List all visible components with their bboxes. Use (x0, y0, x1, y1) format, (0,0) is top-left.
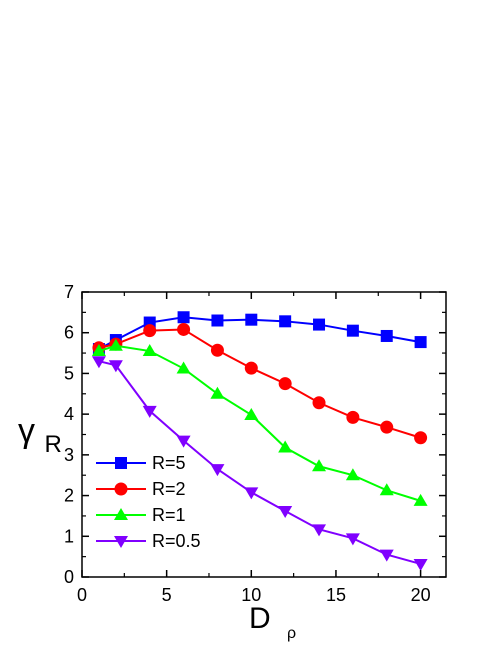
legend-marker (114, 536, 128, 548)
data-point (278, 377, 292, 391)
data-point (313, 318, 326, 331)
x-tick-label: 0 (77, 585, 87, 605)
y-tick-label: 2 (64, 486, 74, 506)
data-point (379, 549, 394, 562)
data-point (312, 396, 326, 410)
legend-marker (114, 482, 128, 496)
series-3 (91, 356, 428, 571)
data-point (108, 338, 123, 351)
y-tick-label: 4 (64, 404, 74, 424)
data-point (345, 533, 360, 546)
legend-label: R=1 (152, 505, 186, 525)
legend-item: R=1 (96, 505, 186, 525)
x-tick-label: 15 (326, 585, 346, 605)
legend-label: R=0.5 (152, 531, 201, 551)
legend-item: R=5 (96, 453, 186, 473)
x-axis-title-main: D (249, 602, 271, 635)
x-tick-label: 10 (241, 585, 261, 605)
data-point (380, 329, 393, 342)
y-tick-label: 7 (64, 282, 74, 302)
data-point (413, 558, 428, 571)
data-point (176, 435, 191, 448)
data-point (142, 344, 157, 357)
legend-label: R=2 (152, 479, 186, 499)
data-point (177, 322, 191, 336)
data-point (312, 524, 327, 537)
data-point (177, 311, 190, 324)
data-point (312, 459, 327, 472)
y-axis: 0 1 2 3 4 5 6 7 (64, 282, 446, 587)
legend-marker (115, 457, 127, 469)
legend-marker (114, 508, 128, 520)
y-axis-title-main: γ (18, 412, 35, 450)
data-point (142, 405, 157, 418)
data-point (346, 410, 360, 424)
y-tick-label: 0 (64, 567, 74, 587)
y-axis-title-sub: R (44, 431, 61, 458)
data-point (413, 493, 428, 506)
data-point (278, 506, 293, 519)
data-point (245, 313, 258, 326)
data-point (244, 407, 259, 420)
series-line (98, 328, 421, 439)
data-point (176, 361, 191, 374)
series-2 (91, 338, 428, 506)
data-point (345, 468, 360, 481)
data-point (414, 431, 428, 445)
y-tick-label: 1 (64, 526, 74, 546)
legend: R=5 R=2 R=1 R=0.5 (96, 453, 201, 551)
y-axis-title: γ R (18, 412, 62, 458)
data-point (91, 356, 106, 369)
data-point (279, 315, 292, 328)
y-tick-label: 3 (64, 445, 74, 465)
y-tick-label: 5 (64, 363, 74, 383)
data-point (244, 487, 259, 500)
legend-label: R=5 (152, 453, 186, 473)
series-1 (92, 322, 428, 445)
data-point (244, 361, 258, 375)
data-point (346, 324, 359, 337)
data-point (210, 343, 224, 357)
data-point (211, 314, 224, 327)
legend-item: R=2 (96, 479, 186, 499)
data-point (91, 344, 106, 357)
series-layer (91, 311, 428, 571)
data-point (210, 386, 225, 399)
x-tick-label: 5 (162, 585, 172, 605)
x-axis-title-sub: ρ (287, 625, 296, 642)
data-point (143, 324, 157, 338)
x-axis: 0 5 10 15 20 (77, 292, 431, 605)
data-point (108, 360, 123, 373)
data-point (278, 440, 293, 453)
y-tick-label: 6 (64, 323, 74, 343)
legend-item: R=0.5 (96, 531, 201, 551)
data-point (379, 483, 394, 496)
data-point (380, 420, 394, 434)
x-axis-title: D ρ (249, 602, 296, 642)
data-point (210, 464, 225, 477)
series-line (98, 360, 421, 565)
data-point (414, 336, 427, 349)
x-tick-label: 20 (411, 585, 431, 605)
